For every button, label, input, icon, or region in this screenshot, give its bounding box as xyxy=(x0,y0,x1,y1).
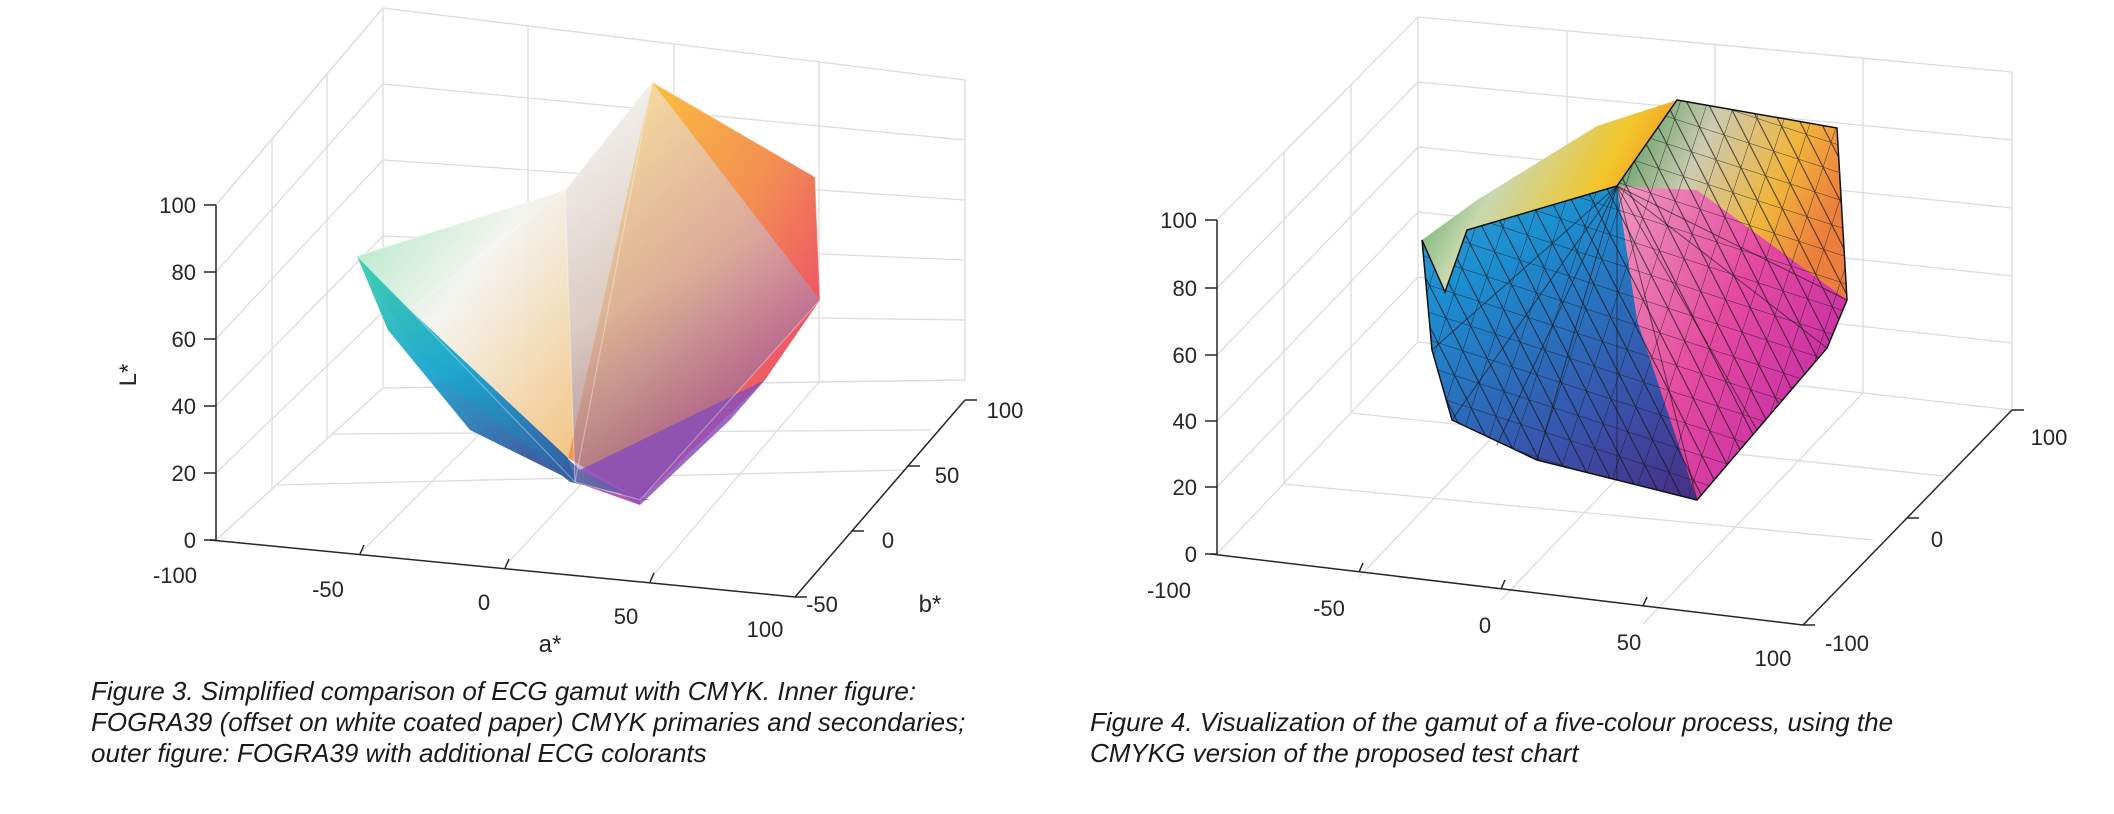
x-tick-label: 100 xyxy=(747,617,784,642)
z-tick-label: 20 xyxy=(172,461,196,486)
x-tick-label: 50 xyxy=(614,604,638,629)
y-tick-label: 0 xyxy=(882,528,894,553)
z-tick-labels: 100 80 60 40 20 0 xyxy=(159,193,196,553)
z-tick-label: 100 xyxy=(1160,208,1197,233)
y-tick-labels: -100 0 100 xyxy=(1825,425,2067,656)
z-tick-label: 80 xyxy=(1173,276,1197,301)
caption-line: Figure 4. Visualization of the gamut of … xyxy=(1090,707,1894,737)
z-tick-label: 0 xyxy=(1185,542,1197,567)
y-tick-label: -50 xyxy=(806,592,838,617)
y-tick-label: 0 xyxy=(1931,527,1943,552)
figure-4-plot: 100 80 60 40 20 0 -100 -50 0 50 100 -100… xyxy=(1147,15,2067,671)
figure-4-caption: Figure 4. Visualization of the gamut of … xyxy=(1090,707,2030,769)
x-tick-label: -50 xyxy=(1313,596,1345,621)
gamut-solid xyxy=(356,81,821,505)
caption-line: CMYKG version of the proposed test chart xyxy=(1090,738,1579,768)
z-tick-label: 40 xyxy=(1173,409,1197,434)
front-axes xyxy=(1205,219,2024,626)
x-tick-label: -100 xyxy=(153,563,197,588)
z-tick-label: 20 xyxy=(1173,475,1197,500)
y-tick-label: -100 xyxy=(1825,631,1869,656)
x-axis-label: a* xyxy=(539,631,562,658)
z-tick-label: 60 xyxy=(172,327,196,352)
y-tick-label: 50 xyxy=(935,463,959,488)
x-tick-labels: -100 -50 0 50 100 xyxy=(1147,578,1791,671)
y-axis-label: b* xyxy=(919,591,942,618)
y-tick-label: 100 xyxy=(2031,425,2068,450)
caption-line: FOGRA39 (offset on white coated paper) C… xyxy=(91,707,966,737)
y-tick-labels: -50 0 50 100 xyxy=(806,398,1023,617)
z-tick-label: 80 xyxy=(172,260,196,285)
z-tick-label: 0 xyxy=(184,528,196,553)
front-axes xyxy=(204,204,977,598)
z-tick-labels: 100 80 60 40 20 0 xyxy=(1160,208,1197,567)
x-tick-label: -100 xyxy=(1147,578,1191,603)
x-tick-label: 50 xyxy=(1617,630,1641,655)
x-tick-label: -50 xyxy=(312,577,344,602)
z-axis-label: L* xyxy=(115,364,142,387)
x-tick-label: 0 xyxy=(478,590,490,615)
y-tick-label: 100 xyxy=(987,398,1024,423)
x-tick-labels: -100 -50 0 50 100 xyxy=(153,563,783,642)
z-tick-label: 100 xyxy=(159,193,196,218)
caption-line: Figure 3. Simplified comparison of ECG g… xyxy=(91,676,917,706)
figure-3: 100 80 60 40 20 0 L* -100 -50 0 50 100 a… xyxy=(91,6,1031,769)
x-tick-label: 100 xyxy=(1755,646,1792,671)
figure-4: 100 80 60 40 20 0 -100 -50 0 50 100 -100… xyxy=(1057,0,2114,814)
figure-3-plot: 100 80 60 40 20 0 L* -100 -50 0 50 100 a… xyxy=(115,6,1023,658)
x-tick-label: 0 xyxy=(1479,613,1491,638)
z-tick-label: 60 xyxy=(1173,343,1197,368)
figure-3-caption: Figure 3. Simplified comparison of ECG g… xyxy=(91,676,1031,769)
gamut-solid xyxy=(1421,99,1848,501)
z-tick-label: 40 xyxy=(172,394,196,419)
caption-line: outer figure: FOGRA39 with additional EC… xyxy=(91,738,707,768)
